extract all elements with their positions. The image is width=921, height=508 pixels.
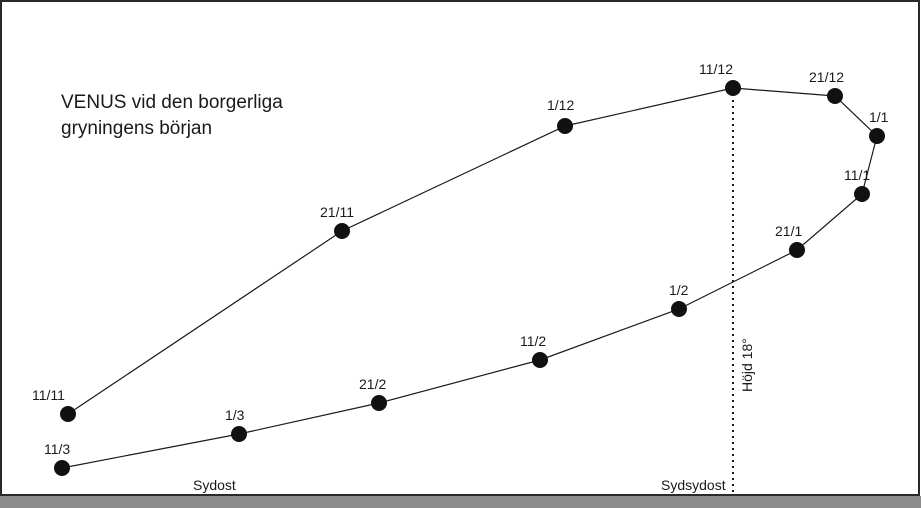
path-point-label: 11/3: [44, 441, 70, 457]
altitude-label: Höjd 18°: [739, 338, 755, 392]
path-point-marker: [557, 118, 573, 134]
path-point-marker: [371, 395, 387, 411]
path-point-marker: [54, 460, 70, 476]
path-point-label: 1/2: [669, 282, 689, 298]
path-point-label: 1/1: [869, 109, 889, 125]
path-point-marker: [869, 128, 885, 144]
title-line-2: gryningens början: [61, 118, 212, 139]
direction-label-sydost: Sydost: [193, 477, 236, 493]
path-point-marker: [671, 301, 687, 317]
path-point-label: 1/12: [547, 97, 574, 113]
path-point-marker: [60, 406, 76, 422]
path-point-label: 11/2: [520, 333, 546, 349]
path-point-marker: [789, 242, 805, 258]
path-point-label: 11/1: [844, 167, 870, 183]
path-point-marker: [334, 223, 350, 239]
path-point-label: 21/12: [809, 69, 844, 85]
path-point-label: 21/11: [320, 204, 354, 220]
path-point-label: 21/2: [359, 376, 386, 392]
venus-path: 11/11 21/11 1/12 11/12 21/12 1/1 11/1 21/1 1/2 11…: [32, 61, 889, 476]
path-point-marker: [532, 352, 548, 368]
path-point-marker: [725, 80, 741, 96]
diagram-frame: [0, 0, 920, 496]
path-point-marker: [854, 186, 870, 202]
path-point-label: 11/12: [699, 61, 733, 77]
direction-label-sydsydost: Sydsydost: [661, 477, 726, 493]
bottom-band: [0, 496, 921, 508]
path-point-label: 1/3: [225, 407, 245, 423]
path-point-label: 21/1: [775, 223, 802, 239]
title-line-1: VENUS vid den borgerliga: [61, 92, 283, 113]
path-point-label: 11/11: [32, 387, 65, 403]
path-point-marker: [827, 88, 843, 104]
path-point-marker: [231, 426, 247, 442]
